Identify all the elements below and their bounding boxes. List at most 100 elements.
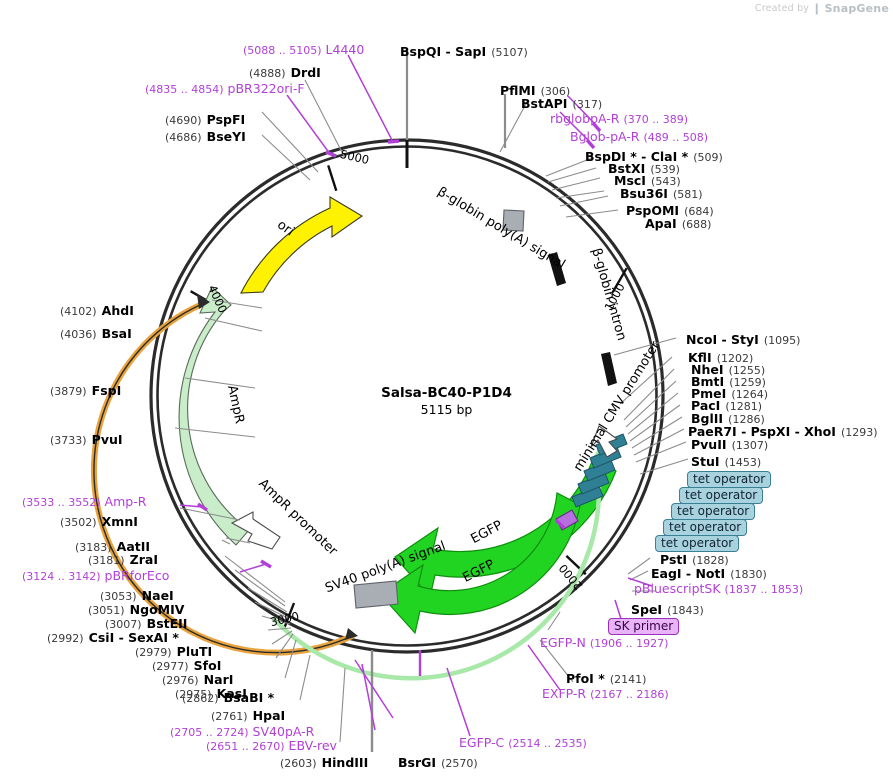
site-pos: (3533 .. 3552) [22, 496, 101, 509]
site-name: NarI [203, 672, 234, 687]
site-pos: (1828) [692, 554, 729, 567]
site-name: BglII [691, 411, 724, 426]
primer-tick-caps [197, 121, 602, 569]
site-name: FspI [91, 383, 122, 398]
site-label-naei: (3053) NaeI [100, 587, 174, 603]
site-label-nari: (2976) NarI [162, 671, 233, 687]
site-name: NaeI [141, 588, 174, 603]
site-pos: (317) [572, 98, 603, 111]
feature-bglobin-polya-box [502, 209, 525, 232]
site-pos: (2979) [135, 646, 172, 659]
site-pos: (2651 .. 2670) [206, 740, 285, 753]
watermark-prefix: Created by [754, 3, 810, 14]
snapgene-logo-icon: ❙ [812, 2, 822, 15]
site-pos: (2141) [609, 673, 647, 686]
site-label-ebv-rev: (2651 .. 2670) EBV-rev [206, 738, 337, 753]
site-label-hpai: (2761) HpaI [211, 707, 285, 723]
site-pos: (1906 .. 1927) [589, 637, 669, 650]
plasmid-size: 5115 bp [420, 402, 473, 417]
site-label-pspomi: PspOMI (684) [626, 202, 714, 218]
tet-operator-badge-2: tet operator [679, 487, 764, 504]
site-label-hindiii: (2603) HindIII [280, 754, 368, 770]
site-label-csii-sexai: (2992) CsiI - SexAI * [47, 629, 179, 645]
site-pos: (581) [673, 188, 703, 201]
site-name: EGFP-N [540, 635, 586, 650]
site-label-pfoi: PfoI * (2141) [566, 670, 646, 686]
site-name: PluTI [176, 644, 213, 659]
site-pos: (4690) [165, 114, 202, 127]
site-name: AatII [116, 539, 151, 554]
site-name: PfoI * [566, 671, 605, 686]
site-name: pBRforEco [104, 568, 170, 583]
site-label-stui: StuI (1453) [691, 453, 761, 469]
site-label-drdi: (4888) DrdI [249, 64, 321, 80]
site-name: SpeI [631, 602, 663, 617]
feature-sv40-polya-box [353, 580, 399, 609]
site-name: EBV-rev [288, 738, 337, 753]
site-name: BseYI [206, 129, 246, 144]
site-label-pvuii: PvuII (1307) [691, 436, 768, 452]
site-label-bsu36i: Bsu36I (581) [620, 185, 703, 201]
site-name: DrdI [290, 65, 321, 80]
sk-primer-badge: SK primer [608, 618, 680, 635]
site-label-pbrforeco: (3124 .. 3142) pBRforEco [22, 568, 170, 583]
site-label-ahdi: (4102) AhdI [60, 302, 134, 318]
site-pos: (489 .. 508) [643, 131, 709, 144]
site-label-eagi-noti: EagI - NotI (1830) [651, 565, 767, 581]
site-name: PmeI [691, 386, 727, 401]
site-pos: (2514 .. 2535) [508, 737, 587, 750]
site-label-paer7i-pspxi-xhoi: PaeR7I - PspXI - XhoI (1293) [688, 423, 878, 439]
site-name: PspFI [206, 112, 246, 127]
site-name: SV40pA-R [252, 724, 315, 739]
site-pos: (370 .. 389) [623, 113, 689, 126]
site-pos: (1259) [729, 376, 766, 389]
site-pos: (2976) [162, 674, 199, 687]
site-label-pbluescriptsk: pBluescriptSK (1837 .. 1853) [634, 582, 803, 596]
site-name: KflI [688, 350, 712, 365]
site-name: PvuI [91, 432, 123, 447]
site-name: EagI - NotI [651, 566, 726, 581]
site-label-bmti: BmtI (1259) [691, 373, 766, 389]
site-label-sfoi: (2977) SfoI [152, 657, 221, 673]
site-label-msci: MscI (543) [614, 172, 681, 188]
site-name: EGFP-C [459, 735, 505, 750]
site-label-spei: SpeI (1843) [631, 601, 704, 617]
snapgene-watermark: Created by ❙ SnapGene [755, 2, 889, 15]
site-name: BsaI [101, 326, 132, 341]
site-label-kasi: (2975) KasI [175, 685, 247, 701]
site-label-pspfi: (4690) PspFI [165, 111, 245, 127]
site-name: BsaBI * [223, 690, 275, 705]
site-pos: (4036) [60, 328, 97, 341]
site-label-bsabi: (2862) BsaBI * [182, 689, 274, 705]
site-label-pflmi: PflMI (306) [500, 82, 570, 98]
site-pos: (4686) [165, 131, 202, 144]
site-name: NcoI - StyI [686, 332, 759, 347]
site-name: BstXI [608, 161, 646, 176]
plasmid-name: Salsa-BC40-P1D4 [381, 385, 512, 401]
site-label-pvui: (3733) PvuI [50, 431, 123, 447]
site-label-exfp-r: EXFP-R (2167 .. 2186) [542, 687, 669, 701]
site-label-bsai: (4036) BsaI [60, 325, 132, 341]
site-name: ZraI [129, 552, 158, 567]
site-pos: (1202) [716, 352, 754, 365]
site-name: XmnI [101, 514, 138, 529]
site-label-l4440: (5088 .. 5105) L4440 [243, 43, 364, 57]
site-label-pbr322ori-f: (4835 .. 4854) pBR322ori-F [145, 82, 305, 96]
site-label-pmei: PmeI (1264) [691, 385, 768, 401]
site-pos: (4102) [60, 305, 97, 318]
site-label-bspqi-sapi: BspQI - SapI (5107) [400, 43, 528, 59]
site-pos: (3053) [100, 590, 137, 603]
site-label-nhei: NheI (1255) [691, 361, 765, 377]
site-label-paci: PacI (1281) [691, 397, 762, 413]
site-pos: (5088 .. 5105) [243, 44, 322, 57]
site-label-bglob-pa-r: Bglob-pA-R (489 .. 508) [570, 130, 709, 144]
feature-egfp-inner [379, 492, 581, 635]
site-pos: (1095) [763, 334, 801, 347]
site-pos: (3502) [60, 516, 97, 529]
site-label-apai: ApaI (688) [645, 215, 711, 231]
site-name: StuI [691, 454, 720, 469]
site-pos: (2570) [441, 757, 478, 770]
site-name: CsiI - SexAI * [88, 630, 179, 645]
site-name: BstAPI [521, 96, 568, 111]
site-label-zrai: (3181) ZraI [88, 551, 158, 567]
